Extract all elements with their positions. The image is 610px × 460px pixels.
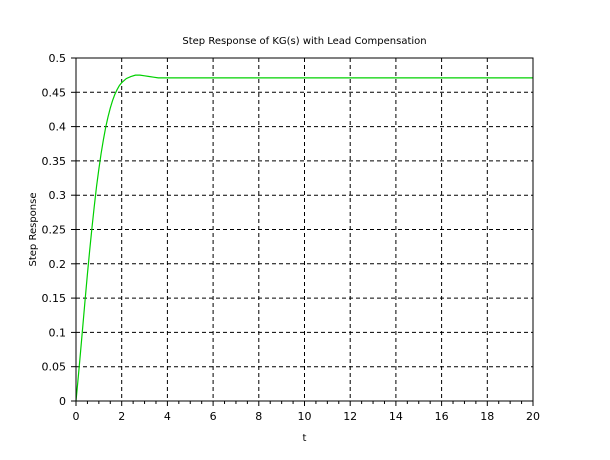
x-axis-label: t xyxy=(303,433,307,444)
x-tick-label: 4 xyxy=(164,410,171,423)
x-tick-label: 18 xyxy=(480,410,494,423)
axis-ticks: 0 2 4 6 8 10 12 14 16 18 20 0 0.05 0.1 0.15 0.2 0.25 0.3 0… xyxy=(42,52,541,423)
y-tick-label: 0.2 xyxy=(49,258,67,271)
x-tick-label: 2 xyxy=(118,410,125,423)
series-line-1 xyxy=(75,74,533,402)
y-tick-label: 0.45 xyxy=(42,86,67,99)
x-tick-label: 10 xyxy=(298,410,312,423)
x-tick-label: 16 xyxy=(435,410,449,423)
y-tick-label: 0.05 xyxy=(42,361,67,374)
x-tick-label: 8 xyxy=(255,410,262,423)
chart-title: Step Response of KG(s) with Lead Compens… xyxy=(182,36,426,47)
y-tick-label: 0.3 xyxy=(49,189,67,202)
y-axis-label: Step Response xyxy=(28,193,39,267)
x-tick-label: 14 xyxy=(389,410,403,423)
y-tick-label: 0.25 xyxy=(42,224,67,237)
x-tick-label: 12 xyxy=(343,410,357,423)
y-tick-label: 0.35 xyxy=(42,155,67,168)
grid-lines xyxy=(76,58,533,401)
y-tick-label: 0.5 xyxy=(49,52,67,65)
x-tick-label: 0 xyxy=(73,410,80,423)
y-tick-label: 0.1 xyxy=(49,326,67,339)
x-tick-label: 20 xyxy=(526,410,540,423)
y-tick-label: 0 xyxy=(59,395,66,408)
y-tick-label: 0.4 xyxy=(49,121,67,134)
series-layer xyxy=(75,74,533,402)
y-tick-label: 0.15 xyxy=(42,292,67,305)
x-tick-label: 6 xyxy=(210,410,217,423)
